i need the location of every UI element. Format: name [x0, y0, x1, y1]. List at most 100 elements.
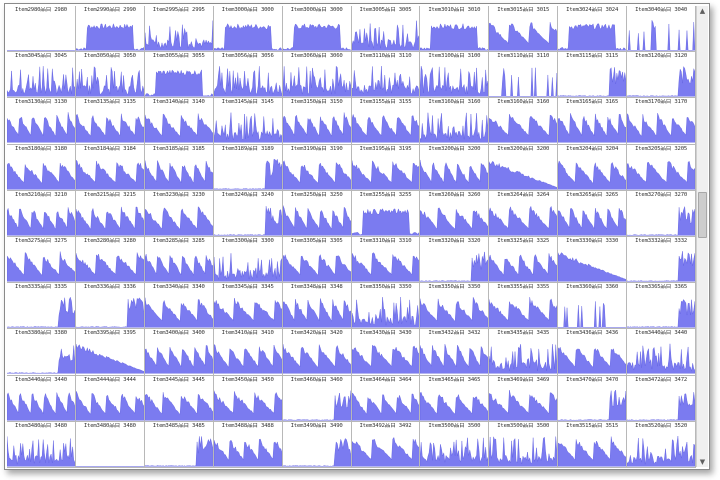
- chart-cell[interactable]: Item3332品目 3332: [627, 237, 695, 283]
- chart-cell[interactable]: Item3365品目 3365: [627, 283, 695, 329]
- chart-cell[interactable]: Item3345品目 3345: [213, 283, 282, 329]
- chart-cell[interactable]: Item3120品目 3120: [627, 52, 695, 98]
- chart-cell[interactable]: Item3336品目 3336: [75, 283, 144, 329]
- chart-cell[interactable]: Item3189品目 3189: [213, 144, 282, 190]
- chart-cell[interactable]: Item3450品目 3450: [213, 375, 282, 421]
- chart-cell[interactable]: Item3340品目 3340: [144, 283, 213, 329]
- chart-cell[interactable]: Item3420品目 3420: [282, 329, 351, 375]
- chart-cell[interactable]: Item3045品目 3045: [7, 52, 75, 98]
- chart-cell[interactable]: Item3184品目 3184: [75, 144, 144, 190]
- chart-cell[interactable]: Item3056品目 3056: [213, 52, 282, 98]
- chart-cell[interactable]: Item3110品目 3110: [489, 52, 558, 98]
- chart-cell[interactable]: Item3200品目 3200: [489, 144, 558, 190]
- chart-cell[interactable]: Item3320品目 3320: [420, 237, 489, 283]
- chart-cell[interactable]: Item3265品目 3265: [558, 190, 627, 236]
- chart-cell[interactable]: Item3490品目 3490: [282, 421, 351, 467]
- chart-cell[interactable]: Item3040品目 3040: [627, 6, 695, 52]
- chart-cell[interactable]: Item3015品目 3015: [489, 6, 558, 52]
- chart-cell[interactable]: Item3430品目 3430: [351, 329, 420, 375]
- chart-cell[interactable]: Item3260品目 3260: [420, 190, 489, 236]
- chart-cell[interactable]: Item3400品目 3400: [144, 329, 213, 375]
- chart-cell[interactable]: Item3325品目 3325: [489, 237, 558, 283]
- chart-cell[interactable]: Item3350品目 3350: [351, 283, 420, 329]
- chart-cell[interactable]: Item3492品目 3492: [351, 421, 420, 467]
- chart-cell[interactable]: Item3180品目 3180: [7, 144, 75, 190]
- chart-cell[interactable]: Item3515品目 3515: [558, 421, 627, 467]
- chart-cell[interactable]: Item3205品目 3205: [627, 144, 695, 190]
- chart-cell[interactable]: Item3060品目 3060: [282, 52, 351, 98]
- chart-cell[interactable]: Item3165品目 3165: [558, 98, 627, 144]
- chart-cell[interactable]: Item3204品目 3204: [558, 144, 627, 190]
- chart-cell[interactable]: Item3360品目 3360: [558, 283, 627, 329]
- chart-cell[interactable]: Item3215品目 3215: [75, 190, 144, 236]
- chart-cell[interactable]: Item3275品目 3275: [7, 237, 75, 283]
- chart-cell[interactable]: Item3432品目 3432: [420, 329, 489, 375]
- scrollbar-thumb[interactable]: [698, 192, 707, 238]
- chart-cell[interactable]: Item3460品目 3460: [282, 375, 351, 421]
- chart-cell[interactable]: Item3250品目 3250: [282, 190, 351, 236]
- chart-cell[interactable]: Item3110品目 3110: [351, 52, 420, 98]
- chart-cell[interactable]: Item3350品目 3350: [420, 283, 489, 329]
- chart-cell[interactable]: Item3305品目 3305: [282, 237, 351, 283]
- chart-cell[interactable]: Item3348品目 3348: [282, 283, 351, 329]
- chart-cell[interactable]: Item3464品目 3464: [351, 375, 420, 421]
- scroll-down-arrow-icon[interactable]: ▼: [699, 458, 706, 466]
- chart-cell[interactable]: Item3470品目 3470: [558, 375, 627, 421]
- chart-cell[interactable]: Item2995品目 2995: [144, 6, 213, 52]
- chart-cell[interactable]: Item3520品目 3520: [627, 421, 695, 467]
- chart-cell[interactable]: Item2990品目 2990: [75, 6, 144, 52]
- chart-cell[interactable]: Item3255品目 3255: [351, 190, 420, 236]
- chart-cell[interactable]: Item3050品目 3050: [75, 52, 144, 98]
- chart-cell[interactable]: Item3355品目 3355: [489, 283, 558, 329]
- chart-cell[interactable]: Item3395品目 3395: [75, 329, 144, 375]
- chart-cell[interactable]: Item3440品目 3440: [7, 375, 75, 421]
- chart-cell[interactable]: Item3160品目 3160: [489, 98, 558, 144]
- chart-cell[interactable]: Item3010品目 3010: [420, 6, 489, 52]
- chart-cell[interactable]: Item3285品目 3285: [144, 237, 213, 283]
- chart-cell[interactable]: Item3140品目 3140: [144, 98, 213, 144]
- chart-cell[interactable]: Item3270品目 3270: [627, 190, 695, 236]
- chart-cell[interactable]: Item3300品目 3300: [213, 237, 282, 283]
- chart-cell[interactable]: Item3185品目 3185: [144, 144, 213, 190]
- chart-cell[interactable]: Item3210品目 3210: [7, 190, 75, 236]
- chart-cell[interactable]: Item3055品目 3055: [144, 52, 213, 98]
- chart-cell[interactable]: Item2980品目 2980: [7, 6, 75, 52]
- vertical-scrollbar[interactable]: ▲ ▼: [696, 6, 708, 467]
- chart-cell[interactable]: Item3135品目 3135: [75, 98, 144, 144]
- chart-cell[interactable]: Item3444品目 3444: [75, 375, 144, 421]
- chart-cell[interactable]: Item3435品目 3435: [489, 329, 558, 375]
- chart-cell[interactable]: Item3488品目 3488: [213, 421, 282, 467]
- chart-cell[interactable]: Item3100品目 3100: [420, 52, 489, 98]
- chart-cell[interactable]: Item3000品目 3000: [213, 6, 282, 52]
- chart-cell[interactable]: Item3190品目 3190: [282, 144, 351, 190]
- scroll-up-arrow-icon[interactable]: ▲: [699, 7, 706, 15]
- chart-cell[interactable]: Item3436品目 3436: [558, 329, 627, 375]
- chart-cell[interactable]: Item3410品目 3410: [213, 329, 282, 375]
- chart-cell[interactable]: Item3280品目 3280: [75, 237, 144, 283]
- chart-cell[interactable]: Item3195品目 3195: [351, 144, 420, 190]
- chart-cell[interactable]: Item3230品目 3230: [144, 190, 213, 236]
- chart-cell[interactable]: Item3469品目 3469: [489, 375, 558, 421]
- chart-cell[interactable]: Item3335品目 3335: [7, 283, 75, 329]
- chart-cell[interactable]: Item3115品目 3115: [558, 52, 627, 98]
- chart-cell[interactable]: Item3160品目 3160: [420, 98, 489, 144]
- chart-cell[interactable]: Item3472品目 3472: [627, 375, 695, 421]
- chart-cell[interactable]: Item3480品目 3480: [75, 421, 144, 467]
- chart-cell[interactable]: Item3380品目 3380: [7, 329, 75, 375]
- chart-cell[interactable]: Item3200品目 3200: [420, 144, 489, 190]
- chart-cell[interactable]: Item3150品目 3150: [282, 98, 351, 144]
- chart-cell[interactable]: Item3155品目 3155: [351, 98, 420, 144]
- chart-cell[interactable]: Item3445品目 3445: [144, 375, 213, 421]
- chart-cell[interactable]: Item3000品目 3000: [282, 6, 351, 52]
- chart-cell[interactable]: Item3024品目 3024: [558, 6, 627, 52]
- chart-cell[interactable]: Item3440品目 3440: [627, 329, 695, 375]
- chart-cell[interactable]: Item3485品目 3485: [144, 421, 213, 467]
- chart-cell[interactable]: Item3240品目 3240: [213, 190, 282, 236]
- chart-cell[interactable]: Item3500品目 3500: [420, 421, 489, 467]
- chart-cell[interactable]: Item3170品目 3170: [627, 98, 695, 144]
- chart-cell[interactable]: Item3264品目 3264: [489, 190, 558, 236]
- chart-cell[interactable]: Item3005品目 3005: [351, 6, 420, 52]
- chart-cell[interactable]: Item3130品目 3130: [7, 98, 75, 144]
- chart-cell[interactable]: Item3310品目 3310: [351, 237, 420, 283]
- chart-cell[interactable]: Item3330品目 3330: [558, 237, 627, 283]
